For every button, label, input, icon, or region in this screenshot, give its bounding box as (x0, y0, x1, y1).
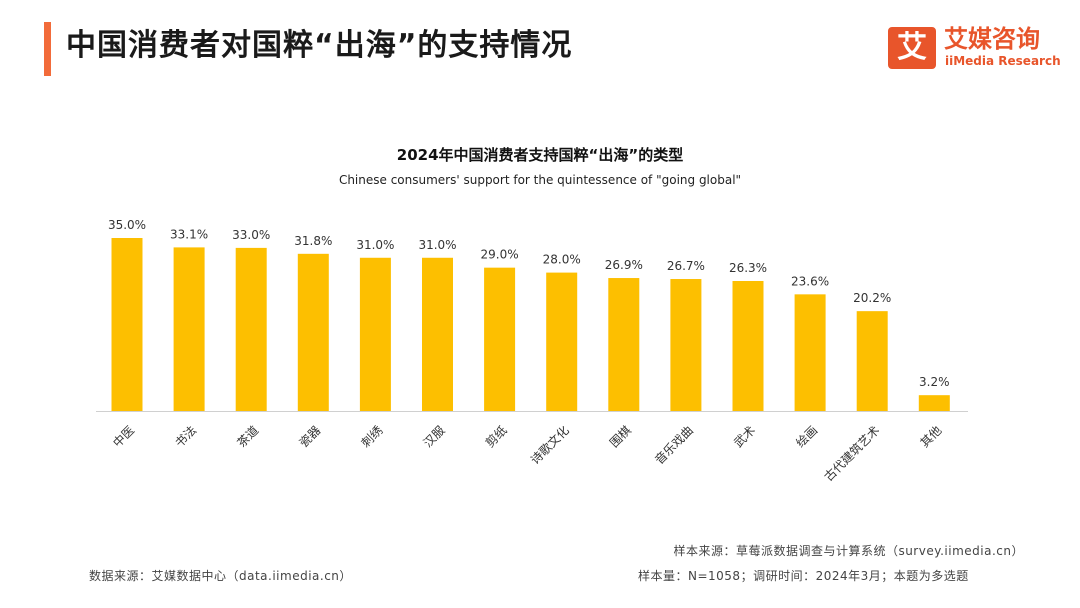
chart-subtitle: Chinese consumers' support for the quint… (338, 173, 742, 187)
bar (484, 267, 516, 411)
x-tick-label: 武术 (731, 423, 758, 450)
data-source-note: 数据来源：艾媒数据中心（data.iimedia.cn） (89, 569, 352, 583)
x-tick-label: 书法 (172, 423, 199, 450)
data-label: 28.0% (543, 253, 581, 267)
data-label: 31.0% (418, 238, 456, 252)
x-tick-label: 中医 (110, 423, 138, 451)
data-label: 31.8% (294, 234, 332, 248)
sample-info-note: 样本量：N=1058；调研时间：2024年3月；本题为多选题 (638, 569, 969, 583)
x-tick-label: 其他 (918, 423, 945, 450)
logo-mark: 艾 (888, 27, 936, 69)
bar (359, 257, 391, 411)
x-tick-label: 汉服 (421, 423, 448, 450)
data-label: 26.3% (729, 261, 767, 275)
x-tick-label: 音乐戏曲 (651, 423, 696, 468)
data-label: 31.0% (356, 238, 394, 252)
data-label: 3.2% (919, 375, 950, 389)
bar (918, 395, 950, 411)
x-tick-label: 围棋 (607, 423, 634, 450)
bar (235, 247, 267, 411)
x-tick-label: 茶道 (234, 423, 262, 451)
bar (173, 247, 205, 411)
data-label: 23.6% (791, 274, 829, 288)
data-label: 26.9% (605, 258, 643, 272)
data-label: 33.0% (232, 228, 270, 242)
data-label: 20.2% (853, 291, 891, 305)
x-tick-label: 瓷器 (297, 423, 324, 450)
bar (546, 272, 578, 411)
x-tick-label: 绘画 (793, 423, 821, 451)
bar (422, 257, 453, 411)
iimedia-logo: 艾 艾媒咨询 iiMedia Research (888, 24, 1064, 72)
data-label: 29.0% (481, 248, 519, 262)
bar (670, 279, 702, 411)
x-tick-label: 刺绣 (359, 423, 386, 450)
sample-source-note: 样本来源：草莓派数据调查与计算系统（survey.iimedia.cn） (673, 544, 1024, 558)
bar (297, 253, 329, 411)
page-title: 中国消费者对国粹“出海”的支持情况 (66, 28, 573, 63)
bar (732, 281, 764, 411)
logo-english-name: iiMedia Research (945, 54, 1061, 68)
title-accent-bar (44, 22, 51, 76)
x-tick-label: 剪纸 (482, 423, 510, 451)
logo-chinese-name: 艾媒咨询 (944, 25, 1040, 53)
bar (608, 278, 640, 411)
x-tick-label: 古代建筑艺术 (821, 423, 883, 485)
data-label: 33.1% (170, 227, 208, 241)
bar (111, 238, 143, 411)
chart-title: 2024年中国消费者支持国粹“出海”的类型 (396, 146, 684, 164)
bar (794, 294, 826, 411)
data-label: 35.0% (108, 218, 146, 232)
x-tick-label: 诗歌文化 (527, 423, 572, 468)
bar (856, 311, 888, 411)
data-label: 26.7% (667, 259, 705, 273)
